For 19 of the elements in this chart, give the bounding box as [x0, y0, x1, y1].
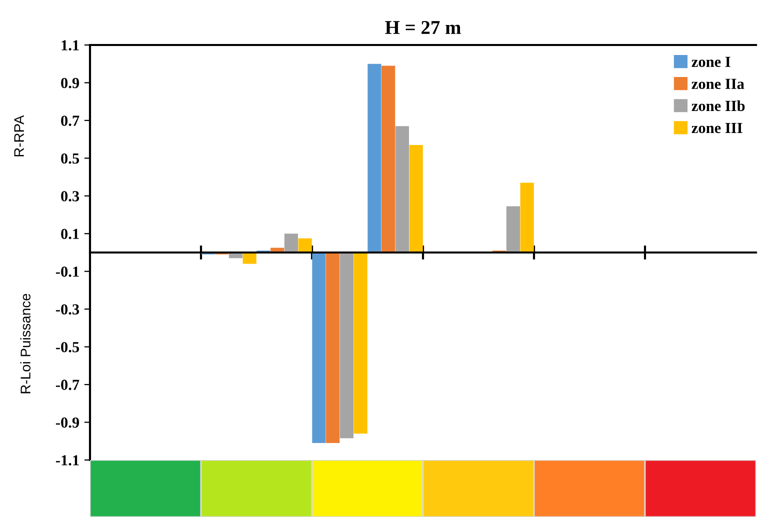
y-tick-label: -0.5: [56, 342, 80, 352]
legend-label: zone III: [692, 122, 742, 134]
y-axis-title: R-RPA: [14, 115, 24, 156]
legend-label: zone IIa: [692, 78, 744, 90]
y-tick-label: -0.9: [56, 417, 80, 428]
y-tick-label: -1.1: [56, 455, 79, 466]
y-tick-label: -0.3: [56, 304, 80, 315]
y-tick-label: -0.1: [56, 266, 79, 277]
chart-title: H = 27 m: [385, 21, 461, 34]
y-tick-label: 0.9: [61, 78, 80, 88]
y-tick-label: 0.1: [61, 228, 79, 240]
legend-label: zone I: [692, 56, 730, 67]
y-tick-label: 1.1: [62, 40, 79, 51]
y-tick-label: 0.3: [61, 191, 80, 202]
y-tick-label: 0.5: [61, 153, 80, 164]
text: R-Loi Puissance: [20, 294, 30, 394]
legend-label: zone IIb: [692, 100, 745, 112]
y-tick-label: -0.7: [56, 380, 80, 390]
y-tick-label: 0.7: [61, 116, 80, 126]
